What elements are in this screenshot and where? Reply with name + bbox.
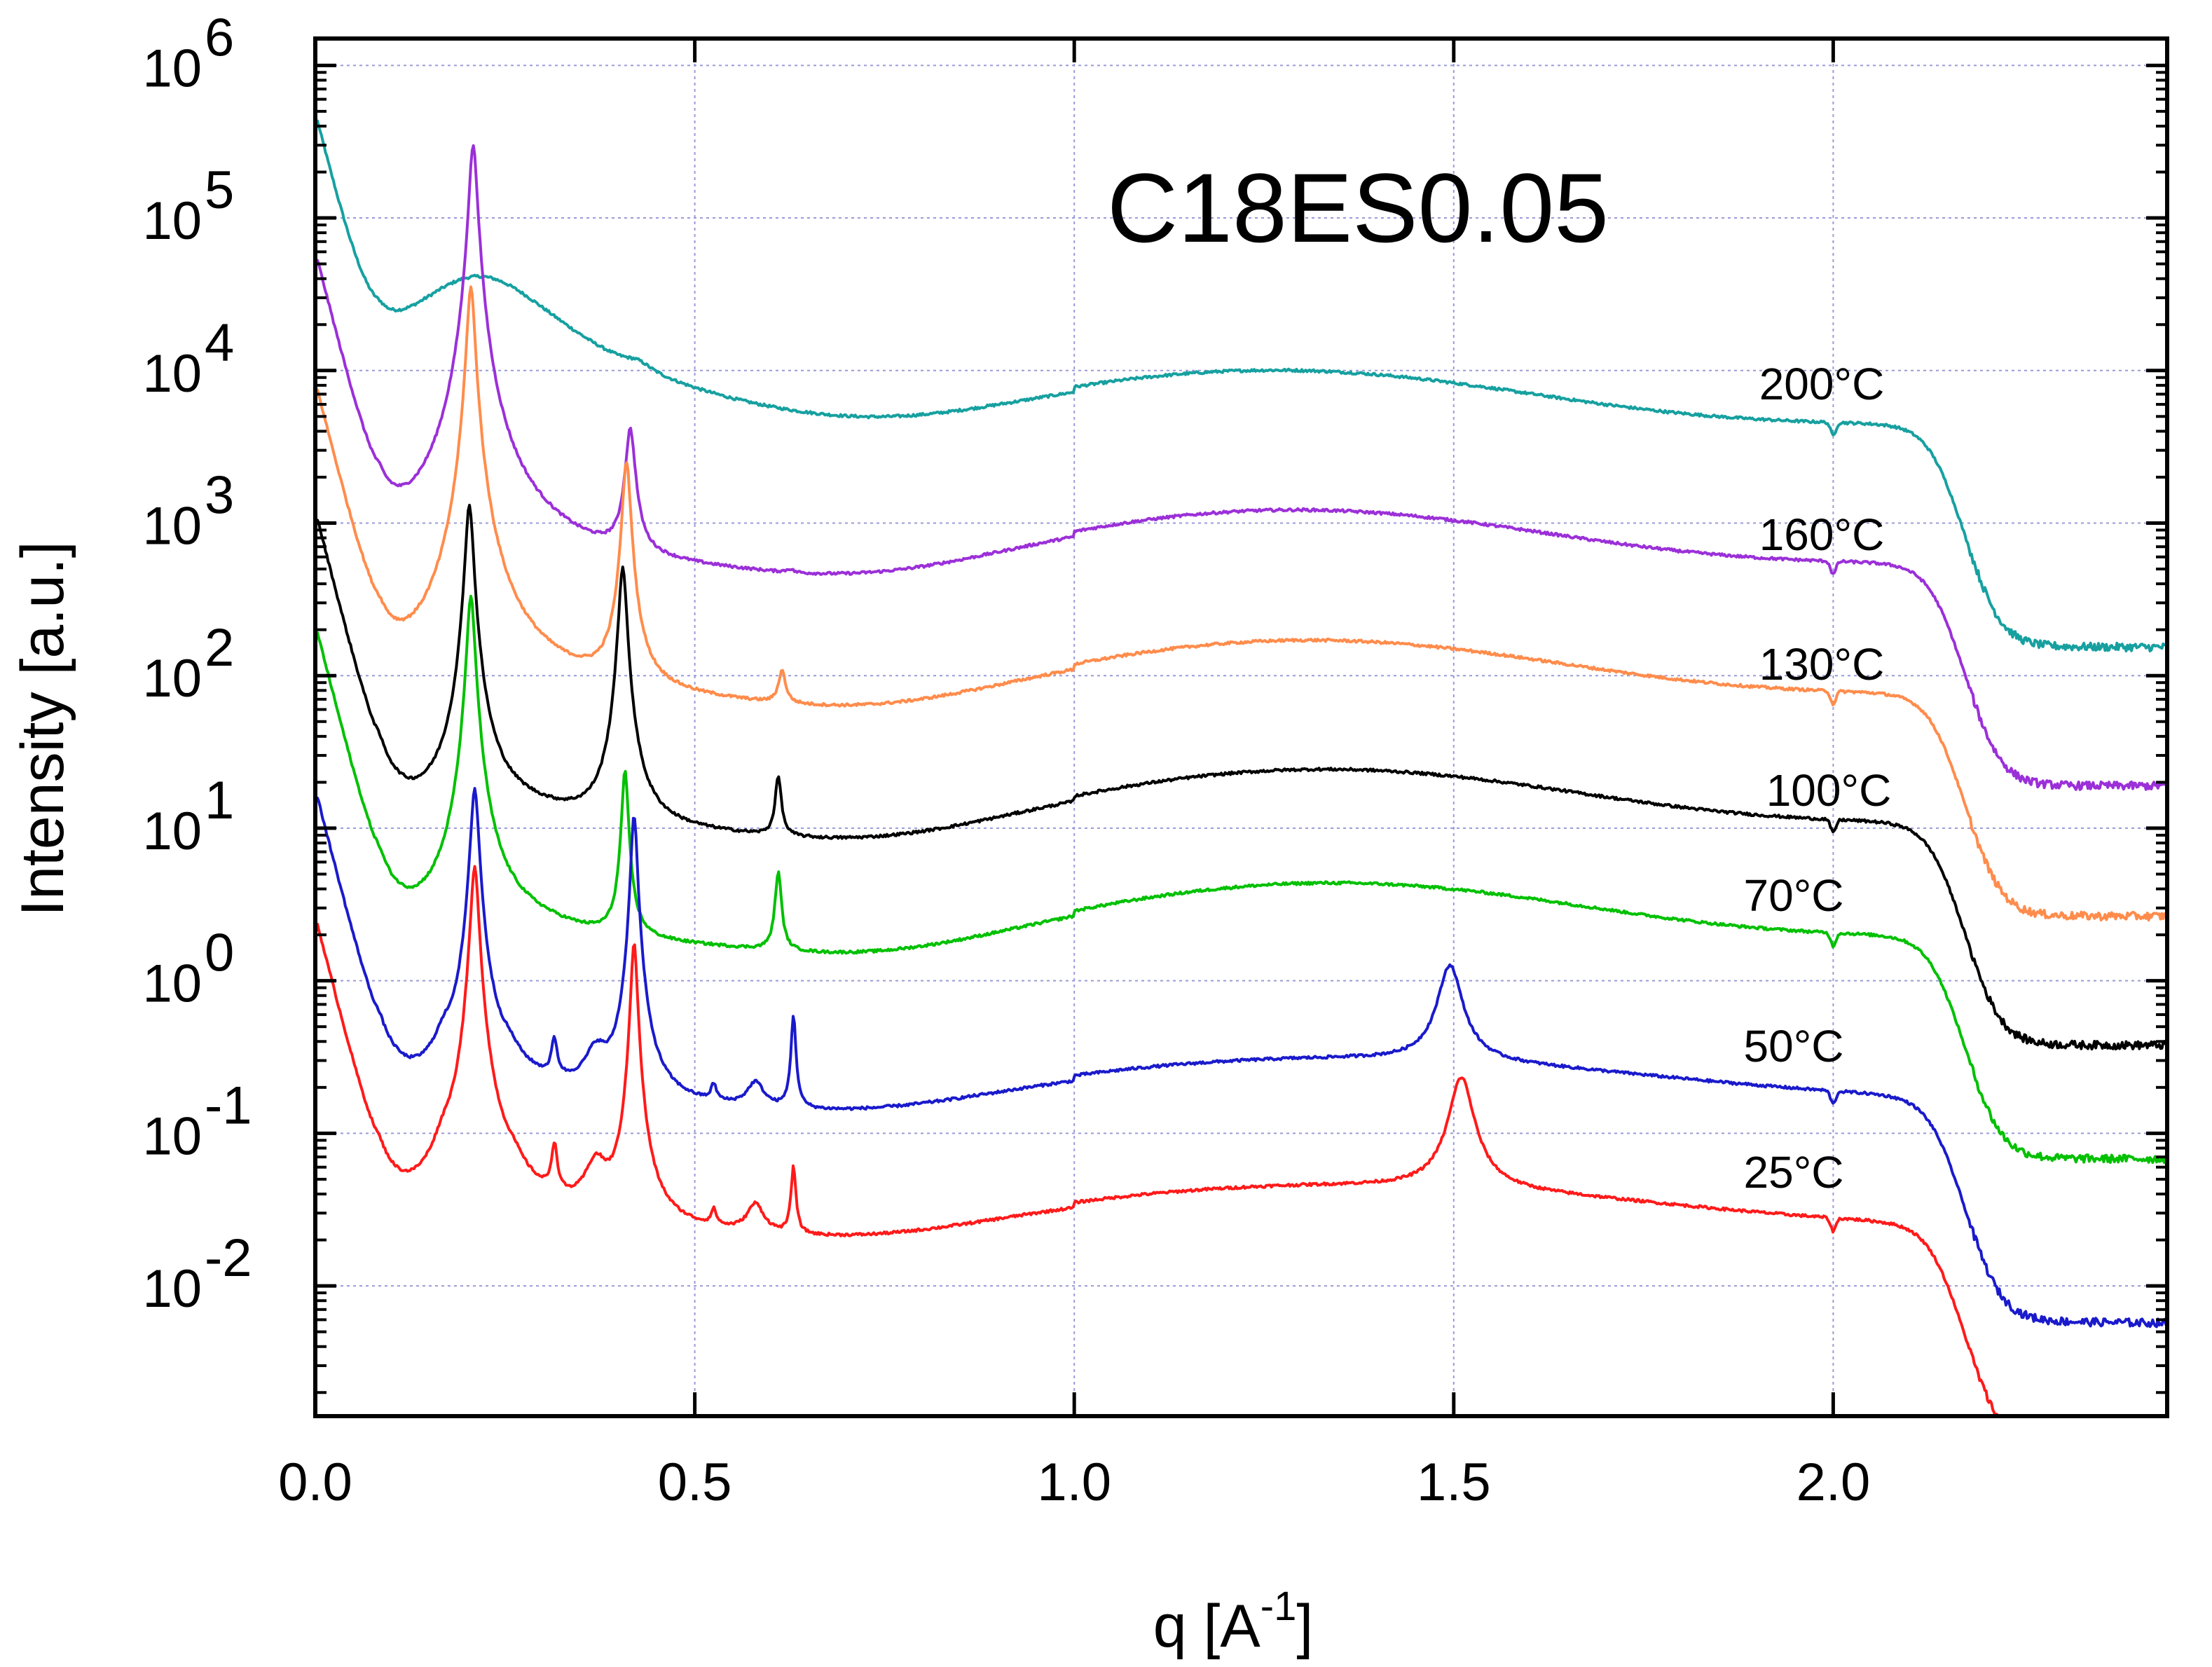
y-tick-exponent: 5 bbox=[205, 160, 234, 220]
y-tick-exponent: -1 bbox=[205, 1076, 252, 1135]
y-tick-label: 10 bbox=[142, 496, 202, 556]
y-tick-exponent: 4 bbox=[205, 313, 234, 373]
y-tick-label: 10 bbox=[142, 1106, 202, 1166]
y-tick-exponent: -2 bbox=[205, 1228, 252, 1288]
y-tick-exponent: 6 bbox=[205, 8, 234, 67]
x-axis-title-exponent: -1 bbox=[1260, 1584, 1297, 1629]
x-axis-title-close: ] bbox=[1296, 1593, 1313, 1660]
x-tick-labels: 0.0 0.5 1.0 1.5 2.0 bbox=[278, 1453, 1870, 1512]
series-line-3 bbox=[316, 503, 2169, 1051]
y-tick-exponent: 0 bbox=[205, 924, 234, 983]
series-line-0 bbox=[316, 119, 2169, 653]
series-lines bbox=[316, 119, 2169, 1418]
x-axis-title: q [A-1] bbox=[1153, 1584, 1313, 1660]
y-tick-label: 10 bbox=[142, 191, 202, 251]
x-tick-label: 1.0 bbox=[1037, 1453, 1111, 1512]
x-tick-label: 0.0 bbox=[278, 1453, 352, 1512]
y-tick-label: 10 bbox=[142, 39, 202, 98]
series-line-4 bbox=[316, 594, 2169, 1165]
y-tick-label: 10 bbox=[142, 344, 202, 404]
y-tick-exponent: 2 bbox=[205, 618, 234, 678]
series-labels: 200°C 160°C 130°C 100°C 70°C 50°C 25°C bbox=[1744, 359, 1892, 1198]
series-line-2 bbox=[316, 285, 2169, 922]
y-tick-label: 10 bbox=[142, 802, 202, 861]
x-tick-label: 1.5 bbox=[1417, 1453, 1491, 1512]
x-tick-label: 0.5 bbox=[658, 1453, 732, 1512]
series-label: 50°C bbox=[1744, 1021, 1844, 1071]
x-axis-title-main: q [A bbox=[1153, 1593, 1261, 1660]
y-tick-exponent: 3 bbox=[205, 465, 234, 525]
series-label: 160°C bbox=[1759, 509, 1885, 560]
chart-title: C18ES0.05 bbox=[1107, 153, 1609, 263]
y-tick-label: 10 bbox=[142, 954, 202, 1014]
series-line-5 bbox=[316, 787, 2169, 1329]
y-tick-label: 10 bbox=[142, 1259, 202, 1319]
axis-ticks bbox=[313, 39, 2167, 1416]
series-line-6 bbox=[316, 865, 2169, 1418]
series-label: 130°C bbox=[1759, 639, 1885, 690]
series-label: 200°C bbox=[1759, 359, 1885, 409]
y-tick-exponent: 1 bbox=[205, 771, 234, 830]
plot-frame bbox=[313, 36, 2169, 1418]
y-tick-label: 10 bbox=[142, 649, 202, 708]
series-label: 70°C bbox=[1744, 870, 1844, 921]
y-axis-title: Intensity [a.u.] bbox=[9, 541, 76, 916]
series-label: 25°C bbox=[1744, 1147, 1844, 1198]
series-label: 100°C bbox=[1766, 765, 1892, 816]
x-tick-label: 2.0 bbox=[1797, 1453, 1871, 1512]
